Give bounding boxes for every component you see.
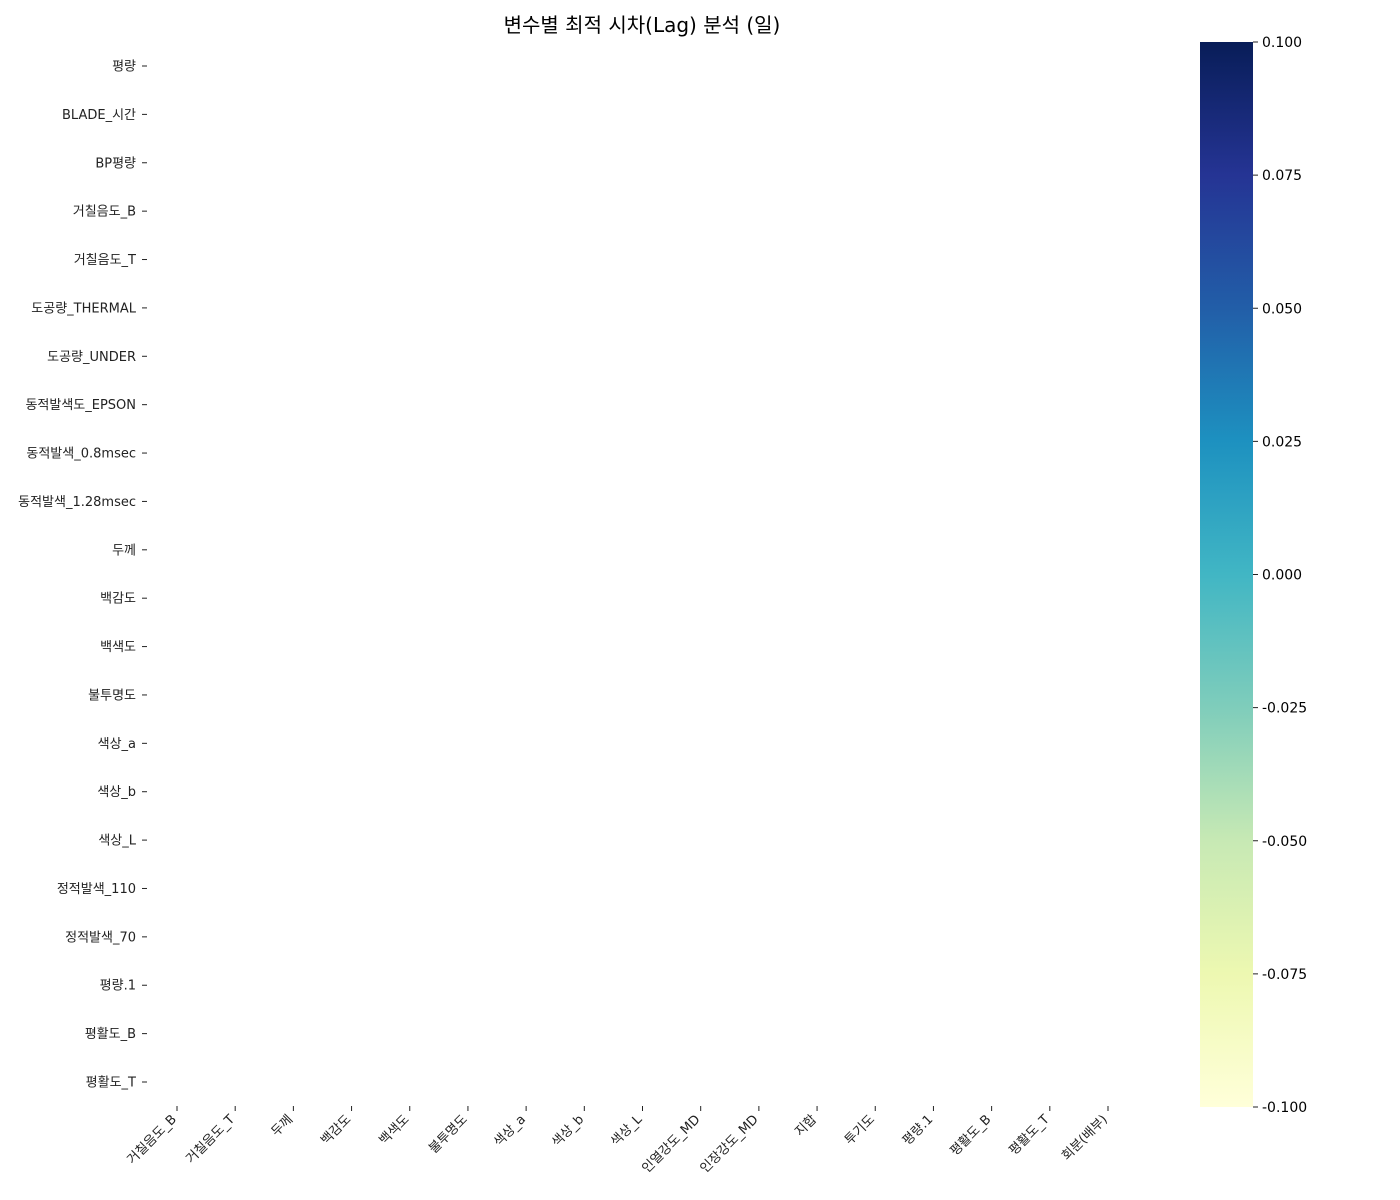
y-tick-label: 불투명도 — [88, 688, 136, 703]
y-tick-label: 평량 — [112, 60, 136, 75]
y-tick-label: 도공량_UNDER — [47, 350, 136, 365]
y-tick-label: 백색도 — [100, 640, 136, 655]
colorbar-tick-label: -0.075 — [1262, 967, 1307, 983]
x-tick-label: 거칠음도_B — [124, 1112, 179, 1167]
y-tick-label: 평량.1 — [100, 979, 136, 994]
y-tick-label: 색상_a — [98, 737, 136, 752]
y-tick-label: 동적발색_0.8msec — [26, 447, 136, 462]
colorbar-tick-label: -0.050 — [1262, 834, 1307, 850]
x-axis: 거칠음도_B 거칠음도_T 두께 백감도 백색도 불투명도 색상_a 색상_b 색상_L인열강도… — [124, 1106, 1111, 1176]
x-tick-label: 두께 — [269, 1112, 297, 1140]
colorbar-tick-label: 0.050 — [1262, 301, 1302, 317]
x-tick-label: 백감도 — [318, 1112, 354, 1148]
colorbar-tick-label: 0.000 — [1262, 568, 1302, 584]
y-tick-label: 두께 — [112, 543, 136, 558]
y-tick-label: 정적발색_70 — [65, 930, 136, 945]
x-tick-label: 투기도 — [842, 1112, 878, 1148]
colorbar-tick-label: 0.075 — [1262, 168, 1302, 184]
colorbar-tick-label: -0.100 — [1262, 1100, 1307, 1116]
y-tick-label: BLADE_시간 — [62, 108, 136, 123]
y-tick-label: 거칠음도_T — [74, 253, 136, 268]
y-tick-label: 도공량_THERMAL — [31, 301, 136, 316]
colorbar-axis: 0.100 0.075 0.050 0.025 0.000 -0.025 -0.050 -0.… — [1253, 35, 1307, 1116]
y-tick-label: 백감도 — [100, 592, 136, 607]
x-tick-label: 회분(배부) — [1059, 1112, 1111, 1164]
y-tick-label: 동적발색도_EPSON — [25, 398, 136, 413]
y-tick-label: 색상_L — [98, 834, 136, 849]
x-tick-label: 인열강도_MD — [639, 1112, 703, 1176]
colorbar-tick-label: 0.025 — [1262, 434, 1302, 450]
x-tick-label: 색상_L — [608, 1112, 646, 1150]
x-tick-label: 평량.1 — [900, 1112, 936, 1148]
colorbar-tick-label: 0.100 — [1262, 35, 1302, 51]
y-tick-label: 정적발색_110 — [57, 882, 136, 897]
chart-title: 변수별 최적 시차(Lag) 분석 (일) — [504, 13, 781, 37]
heatmap-plot-area — [148, 42, 1137, 1106]
x-tick-label: 평활도_B — [948, 1112, 995, 1159]
x-tick-label: 색상_b — [549, 1112, 587, 1150]
y-tick-label: 평활도_B — [85, 1027, 136, 1042]
y-tick-label: 동적발색_1.28msec — [18, 495, 136, 510]
colorbar — [1200, 42, 1253, 1107]
x-tick-label: 불투명도 — [426, 1112, 470, 1156]
x-tick-label: 백색도 — [377, 1112, 413, 1148]
y-tick-label: 평활도_T — [86, 1076, 136, 1091]
x-tick-label: 평활도_T — [1006, 1112, 1052, 1158]
x-tick-label: 지합 — [792, 1112, 820, 1140]
y-tick-label: 색상_b — [97, 785, 136, 800]
x-tick-label: 색상_a — [491, 1112, 529, 1150]
x-tick-label: 거칠음도_T — [183, 1112, 238, 1167]
y-tick-label: BP평량 — [95, 156, 136, 171]
y-tick-label: 거칠음도_B — [73, 205, 136, 220]
x-tick-label: 인장강도_MD — [698, 1112, 762, 1176]
colorbar-tick-label: -0.025 — [1262, 701, 1307, 717]
